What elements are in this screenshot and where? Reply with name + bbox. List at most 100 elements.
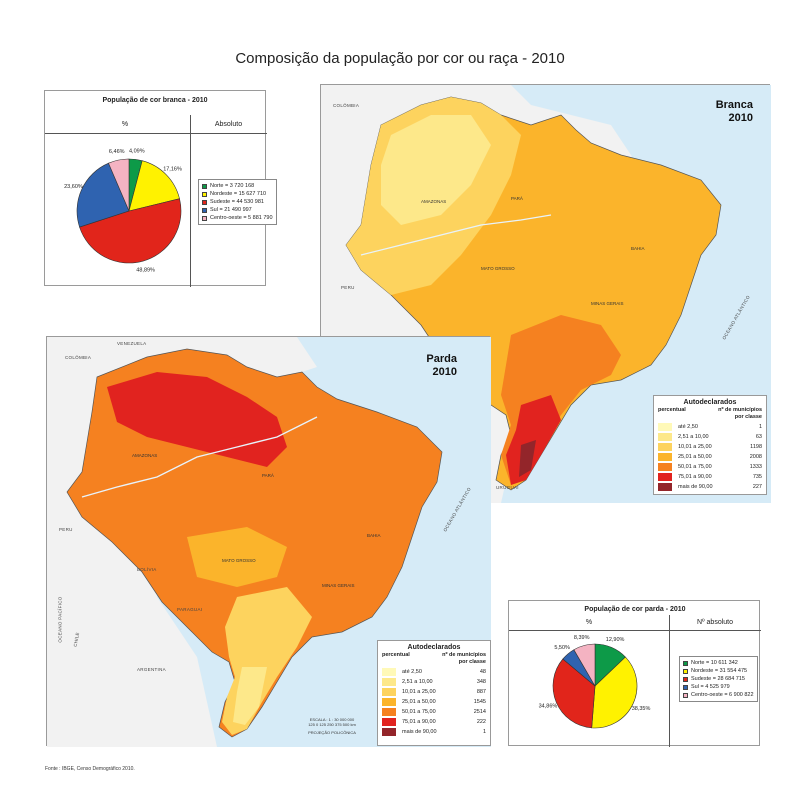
legend-count: 48 bbox=[479, 669, 486, 675]
country-label-peru: PERU bbox=[59, 527, 73, 532]
pie-panel-parda: População de cor parda - 2010 % Nº absol… bbox=[508, 600, 761, 747]
pie-legend: Norte = 3 720 168 Nordeste = 15 627 710 … bbox=[198, 179, 277, 225]
legend-swatch bbox=[658, 473, 672, 481]
legend-count: 348 bbox=[476, 679, 486, 685]
legend-count: 1 bbox=[758, 424, 762, 430]
branca-title-line2: 2010 bbox=[728, 112, 753, 124]
legend-count: 1 bbox=[482, 729, 486, 735]
pie-slice-centro-oeste bbox=[108, 158, 130, 212]
legend-swatch bbox=[382, 698, 396, 706]
country-label-argentina: ARGENTINA bbox=[137, 667, 166, 672]
pie-legend-swatch bbox=[683, 660, 688, 666]
pie-col-right: Absoluto bbox=[214, 121, 243, 128]
legend-title: Autodeclarados bbox=[683, 399, 737, 406]
state-label-mato-grosso: MATO GROSSO bbox=[222, 558, 256, 563]
pie-slice-nordeste bbox=[591, 656, 638, 729]
legend-count: 222 bbox=[476, 719, 486, 725]
legend-col2: nº de municípios por classe bbox=[442, 652, 486, 665]
branca-legend: Autodeclarados percentual nº de município… bbox=[653, 395, 767, 495]
pie-legend-row: Sul = 21 490 997 bbox=[202, 206, 273, 214]
pie-legend-text: Sul = 4 525 979 bbox=[691, 684, 730, 690]
pie-slice-centro-oeste bbox=[573, 643, 596, 688]
legend-row: 10,01 a 25,00 887 bbox=[378, 687, 490, 697]
pie-slice-sul bbox=[76, 162, 130, 228]
legend-col1: percentual bbox=[658, 407, 686, 413]
pie-legend-row: Nordeste = 31 554 475 bbox=[683, 667, 754, 675]
legend-row: até 2,50 48 bbox=[378, 667, 490, 677]
legend-swatch bbox=[382, 678, 396, 686]
pie-legend-swatch bbox=[683, 684, 688, 690]
pie-value-label: 34,86% bbox=[539, 704, 558, 710]
pie-legend-row: Centro-oeste = 6 900 822 bbox=[683, 691, 754, 699]
page-title: Composição da população por cor ou raça … bbox=[235, 50, 565, 67]
state-label-minas: MINAS GERAIS bbox=[591, 301, 624, 306]
state-label-para: PARÁ bbox=[511, 195, 523, 201]
pie-legend-swatch bbox=[683, 692, 688, 698]
legend-count: 887 bbox=[476, 689, 486, 695]
scale-bar: ESCALA : 1 : 30 000 000 125 0 125 250 37… bbox=[292, 717, 372, 735]
legend-swatch bbox=[382, 688, 396, 696]
legend-row: mais de 90,00 227 bbox=[654, 482, 766, 492]
pie-title: População de cor branca - 2010 bbox=[102, 97, 208, 104]
pie-legend-swatch bbox=[683, 676, 688, 682]
pie-legend-text: Sul = 21 490 997 bbox=[210, 207, 252, 213]
source-note: Fonte : IBGE, Censo Demográfico 2010. bbox=[45, 766, 135, 772]
legend-class: 50,01 a 75,00 bbox=[678, 464, 712, 470]
pie-legend-swatch bbox=[683, 668, 688, 674]
parda-title-line1: Parda bbox=[426, 353, 457, 365]
pie-legend-text: Norte = 10 611 342 bbox=[691, 660, 738, 666]
river bbox=[81, 416, 318, 498]
state-label-amazonas: AMAZONAS bbox=[421, 199, 446, 204]
pie-legend-swatch bbox=[202, 183, 207, 189]
legend-class: 50,01 a 75,00 bbox=[402, 709, 436, 715]
legend-row: 2,51 a 10,00 348 bbox=[378, 677, 490, 687]
pie-value-label: 23,60% bbox=[64, 184, 83, 190]
parda-red-amazon bbox=[107, 372, 287, 467]
parda-title-line2: 2010 bbox=[432, 366, 457, 378]
country-label-uruguai: URUGUAI bbox=[496, 485, 519, 490]
pie-legend-text: Centro-oeste = 6 900 822 bbox=[691, 692, 754, 698]
legend-class: 10,01 a 25,00 bbox=[402, 689, 436, 695]
pie-panel-branca: População de cor branca - 2010 % Absolut… bbox=[44, 90, 277, 287]
legend-count: 735 bbox=[752, 474, 762, 480]
pie-legend-row: Sudeste = 28 684 715 bbox=[683, 675, 754, 683]
pie-value-label: 17,16% bbox=[163, 166, 182, 172]
parda-legend: Autodeclarados percentual nº de município… bbox=[377, 640, 491, 746]
legend-swatch bbox=[658, 453, 672, 461]
legend-class: até 2,50 bbox=[402, 669, 422, 675]
legend-row: 75,01 a 90,00 222 bbox=[378, 717, 490, 727]
pie-legend-row: Nordeste = 15 627 710 bbox=[202, 190, 273, 198]
legend-swatch bbox=[658, 423, 672, 431]
pie-legend-text: Centro-oeste = 5 881 790 bbox=[210, 215, 273, 221]
legend-class: 75,01 a 90,00 bbox=[402, 719, 436, 725]
pie-legend-text: Sudeste = 44 530 981 bbox=[210, 199, 264, 205]
legend-row: mais de 90,00 1 bbox=[378, 727, 490, 737]
legend-swatch bbox=[382, 728, 396, 736]
country-label-bolivia: BOLÍVIA bbox=[137, 567, 157, 572]
parda-south-lighter bbox=[233, 667, 267, 725]
country-label-venezuela: VENEZUELA bbox=[117, 341, 147, 346]
pie-legend: Norte = 10 611 342 Nordeste = 31 554 475… bbox=[679, 656, 758, 702]
legend-class: 2,51 a 10,00 bbox=[678, 434, 709, 440]
legend-class: mais de 90,00 bbox=[402, 729, 437, 735]
branca-south-deep bbox=[506, 395, 561, 485]
legend-row: 2,51 a 10,00 63 bbox=[654, 432, 766, 442]
legend-count: 1545 bbox=[473, 699, 486, 705]
pie-chart: 4,09% 17,16% 48,89% 23,60% 6,46% bbox=[64, 149, 182, 274]
country-label-colombia: COLÔMBIA bbox=[333, 103, 360, 108]
legend-class: mais de 90,00 bbox=[678, 484, 713, 490]
pie-legend-swatch bbox=[202, 215, 207, 221]
branca-map-title: Branca 2010 bbox=[681, 99, 753, 125]
pie-col-left: % bbox=[121, 121, 129, 128]
legend-row: 25,01 a 50,00 1545 bbox=[378, 697, 490, 707]
legend-class: 2,51 a 10,00 bbox=[402, 679, 433, 685]
river bbox=[360, 214, 552, 256]
scale-ticks: 125 0 125 250 375 500 km bbox=[308, 722, 356, 727]
legend-count: 2514 bbox=[473, 709, 486, 715]
pie-value-label: 4,09% bbox=[129, 149, 145, 155]
pie-head-divider bbox=[45, 133, 267, 134]
legend-class: 10,01 a 25,00 bbox=[678, 444, 712, 450]
legend-col1: percentual bbox=[382, 652, 410, 658]
pie-value-label: 48,89% bbox=[136, 268, 155, 274]
pie-value-label: 5,50% bbox=[554, 645, 570, 651]
